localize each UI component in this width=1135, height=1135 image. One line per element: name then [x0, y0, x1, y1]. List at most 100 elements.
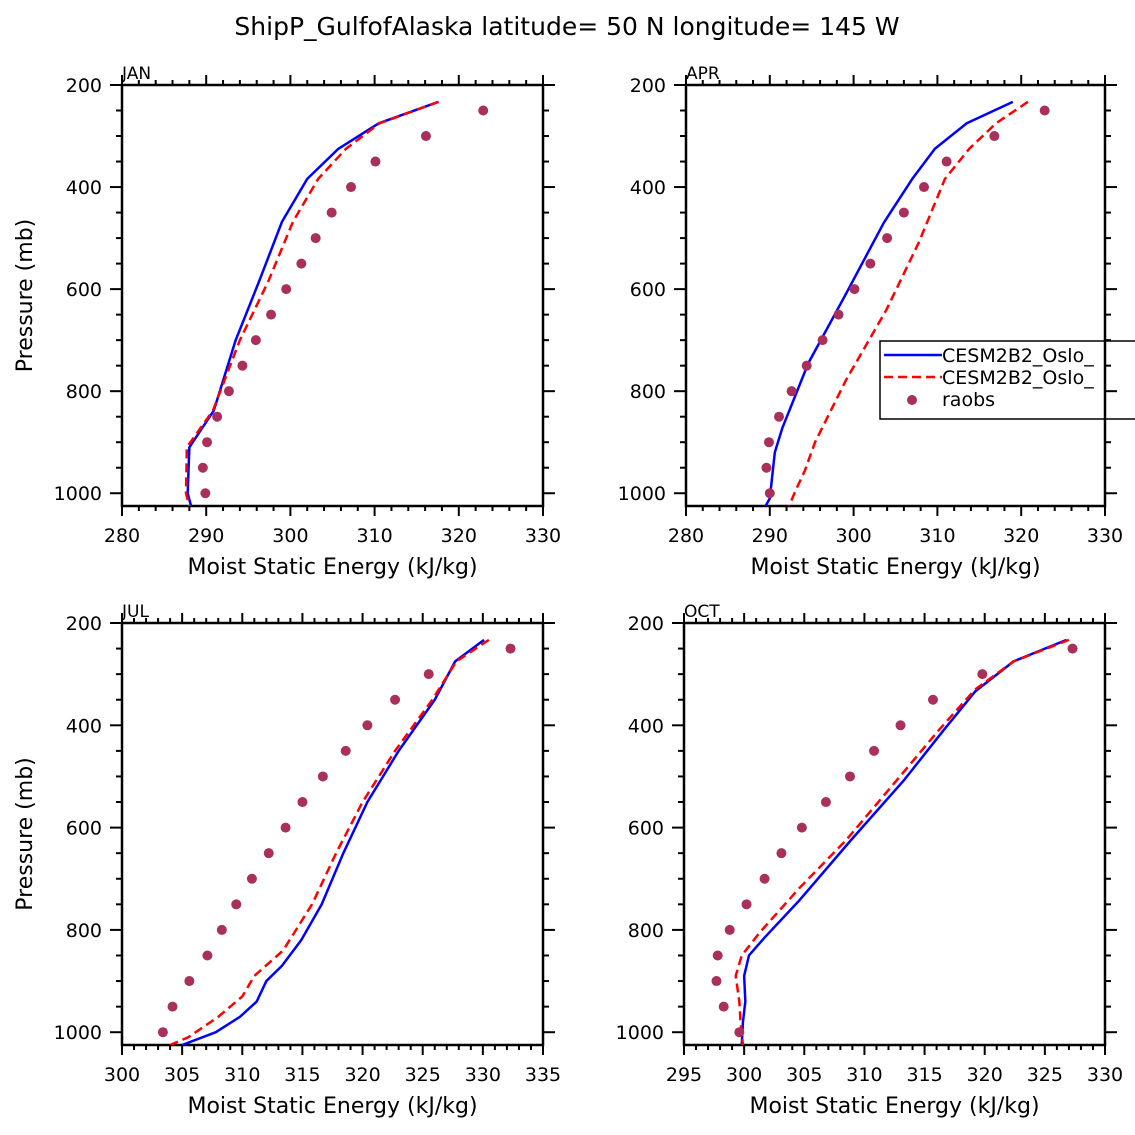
y-tick-label: 1000 — [54, 483, 102, 505]
panel-apr: APR 280 290 300 310 320 330 200 400 600 800 1000 Moi… — [618, 64, 1135, 580]
raobs-point — [844, 771, 855, 782]
raobs-point — [297, 797, 308, 808]
raobs-point — [977, 669, 988, 680]
raobs-point — [478, 105, 489, 116]
model-line-dashed — [787, 100, 1029, 506]
y-tick-label: 200 — [630, 75, 666, 97]
x-axis-label: Moist Static Energy (kJ/kg) — [750, 555, 1040, 580]
raobs-point — [869, 745, 880, 756]
raobs-point — [763, 437, 774, 448]
legend-marker — [907, 395, 917, 405]
raobs-point — [317, 771, 328, 782]
y-tick-label: 1000 — [616, 1022, 664, 1044]
panel-oct: OCT 295 300 305 310 315 320 325 330 200 400 600 800 1… — [616, 602, 1123, 1119]
raobs-point — [202, 950, 213, 961]
figure-title: ShipP_GulfofAlaska latitude= 50 N longit… — [234, 12, 899, 41]
raobs-point — [346, 182, 357, 193]
x-axis-label: Moist Static Energy (kJ/kg) — [749, 1094, 1039, 1119]
panel-jul: JUL 300 305 310 315 320 325 330 335 200 400 600 800 1… — [13, 602, 561, 1119]
x-tick-label: 305 — [164, 1064, 200, 1086]
raobs-point — [200, 488, 211, 499]
panel-label: JUL — [121, 602, 149, 622]
raobs-point — [266, 309, 277, 320]
x-tick-label: 310 — [356, 525, 392, 547]
y-tick-label: 800 — [630, 381, 666, 403]
raobs-point — [246, 873, 257, 884]
raobs-point — [918, 182, 929, 193]
x-tick-label: 315 — [284, 1064, 320, 1086]
panel-jan: JAN 280 290 300 310 320 330 200 400 600 800 1000 Moi… — [13, 64, 561, 580]
raobs-point — [223, 386, 234, 397]
model-line-dashed — [184, 100, 440, 506]
raobs-point — [817, 335, 828, 346]
raobs-point — [759, 873, 770, 884]
x-tick-label: 335 — [525, 1064, 561, 1086]
x-tick-label: 320 — [1003, 525, 1039, 547]
raobs-point — [280, 822, 291, 833]
y-tick-label: 400 — [630, 177, 666, 199]
plot-area — [184, 100, 489, 506]
x-tick-label: 290 — [188, 525, 224, 547]
raobs-point — [786, 386, 797, 397]
y-tick-label: 800 — [628, 920, 664, 942]
raobs-point — [989, 131, 1000, 142]
plot-area — [157, 638, 516, 1045]
raobs-point — [157, 1027, 168, 1038]
y-tick-label: 800 — [66, 920, 102, 942]
raobs-point — [420, 131, 431, 142]
model-line-solid — [186, 100, 440, 506]
plot-frame — [120, 83, 545, 508]
x-tick-label: 320 — [967, 1064, 1003, 1086]
x-axis-label: Moist Static Energy (kJ/kg) — [187, 1094, 477, 1119]
raobs-point — [1039, 105, 1050, 116]
raobs-point — [296, 258, 307, 269]
raobs-point — [801, 360, 812, 371]
raobs-point — [724, 924, 735, 935]
raobs-point — [865, 258, 876, 269]
raobs-point — [711, 976, 722, 987]
raobs-point — [796, 822, 807, 833]
y-tick-label: 200 — [66, 75, 102, 97]
x-tick-label: 310 — [919, 525, 955, 547]
y-tick-label: 600 — [630, 279, 666, 301]
raobs-point — [184, 976, 195, 987]
y-tick-label: 400 — [628, 715, 664, 737]
raobs-point — [310, 233, 321, 244]
model-line-dashed — [169, 638, 490, 1045]
raobs-point — [764, 488, 775, 499]
model-line-solid — [764, 100, 1014, 506]
plot-area — [761, 100, 1050, 506]
model-line-solid — [181, 638, 485, 1045]
y-tick-label: 600 — [66, 818, 102, 840]
raobs-point — [849, 284, 860, 295]
raobs-point — [197, 462, 208, 473]
plot-area — [711, 638, 1078, 1045]
x-tick-label: 300 — [835, 525, 871, 547]
plot-frame — [120, 621, 545, 1047]
x-tick-label: 310 — [846, 1064, 882, 1086]
x-tick-label: 330 — [465, 1064, 501, 1086]
y-axis-label: Pressure (mb) — [13, 757, 38, 911]
x-tick-label: 320 — [441, 525, 477, 547]
raobs-point — [1067, 643, 1078, 654]
raobs-point — [212, 411, 223, 422]
raobs-point — [833, 309, 844, 320]
panel-label: APR — [686, 64, 720, 84]
x-tick-label: 295 — [666, 1064, 702, 1086]
raobs-point — [340, 745, 351, 756]
x-tick-label: 330 — [1087, 525, 1123, 547]
x-tick-label: 300 — [104, 1064, 140, 1086]
raobs-point — [761, 462, 772, 473]
x-tick-label: 320 — [344, 1064, 380, 1086]
raobs-point — [390, 694, 401, 705]
raobs-point — [895, 720, 906, 731]
plot-frame — [684, 83, 1107, 508]
plot-frame — [682, 621, 1107, 1047]
raobs-point — [712, 950, 723, 961]
raobs-point — [774, 411, 785, 422]
raobs-point — [263, 848, 274, 859]
raobs-point — [718, 1001, 729, 1012]
raobs-point — [216, 924, 227, 935]
raobs-point — [927, 694, 938, 705]
